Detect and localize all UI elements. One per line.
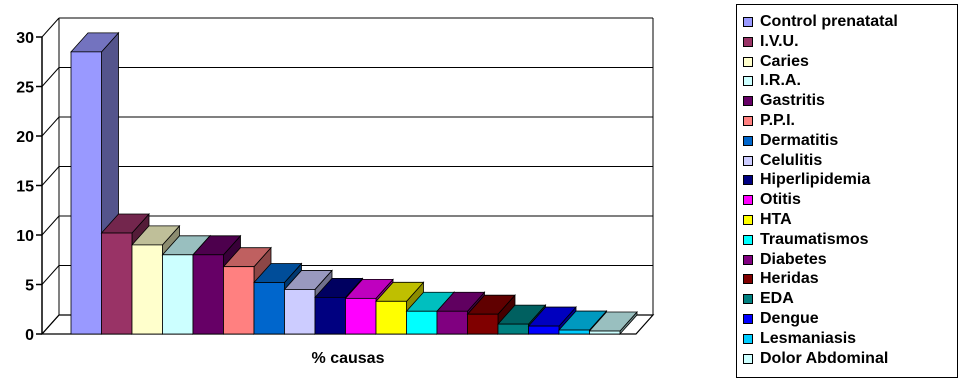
legend-swatch xyxy=(743,333,753,344)
legend-item: HTA xyxy=(743,211,792,229)
y-tick-label: 0 xyxy=(25,327,34,344)
chart-legend: Control prenatatal I.V.U. Caries I.R.A. Gast… xyxy=(736,4,958,378)
legend-swatch xyxy=(743,254,753,265)
legend-label: Lesmaniasis xyxy=(760,329,857,347)
legend-label: EDA xyxy=(760,290,794,308)
bar-control-prenatatal xyxy=(70,31,120,336)
legend-item: Caries xyxy=(743,53,809,71)
bar-front xyxy=(589,330,621,335)
gridline-wall xyxy=(41,166,60,186)
legend-swatch xyxy=(743,56,753,67)
chart-bars xyxy=(70,31,638,336)
bar-front xyxy=(497,323,529,335)
bar-front xyxy=(101,232,133,335)
legend-label: Control prenatatal xyxy=(760,13,898,30)
legend-label: P.P.I. xyxy=(760,112,795,129)
bar-front xyxy=(528,325,560,335)
legend-label: Dermatitis xyxy=(760,131,839,149)
legend-item: Dengue xyxy=(743,310,819,328)
bar-front xyxy=(223,266,255,335)
legend-swatch xyxy=(743,294,753,305)
gridline-wall xyxy=(41,67,60,87)
y-tick-label: 25 xyxy=(16,80,34,97)
legend-label: Dolor Abdominal xyxy=(760,349,889,367)
legend-swatch xyxy=(743,135,753,146)
legend-item: Dermatitis xyxy=(743,132,838,150)
bar-front xyxy=(314,296,346,335)
legend-label: Gastritis xyxy=(760,92,825,110)
legend-item: Control prenatatal xyxy=(743,13,898,31)
legend-swatch xyxy=(743,116,753,126)
bar-front xyxy=(162,254,194,335)
legend-swatch xyxy=(743,234,753,245)
legend-label: Celulitis xyxy=(760,151,823,169)
legend-item: Celulitis xyxy=(743,152,822,170)
chart-axes: 0 5 10 15 20 25 30 xyxy=(16,30,655,344)
legend-item: Otitis xyxy=(743,191,801,209)
legend-label: HTA xyxy=(760,211,792,228)
bar-front xyxy=(345,297,377,335)
bar-front xyxy=(467,313,499,335)
legend-swatch xyxy=(743,155,753,166)
bar-chart: 0 5 10 15 20 25 30 % causas xyxy=(16,17,655,367)
x-axis-label: % causas xyxy=(312,350,385,367)
legend-label: Caries xyxy=(760,52,809,70)
bar-front xyxy=(436,310,468,335)
y-tick-label: 15 xyxy=(16,179,34,196)
legend-swatch xyxy=(743,96,753,107)
y-tick-label: 20 xyxy=(16,129,34,146)
legend-label: Dengue xyxy=(760,310,819,327)
y-tick-label: 30 xyxy=(16,30,34,47)
legend-label: I.R.A. xyxy=(760,72,801,90)
gridline-wall xyxy=(41,17,60,38)
legend-swatch xyxy=(743,175,753,186)
legend-item: Gastritis xyxy=(743,92,825,110)
legend-label: Traumatismos xyxy=(760,230,869,248)
legend-item: I.V.U. xyxy=(743,33,799,51)
legend-item: EDA xyxy=(743,290,794,308)
bar-front xyxy=(192,254,224,335)
legend-swatch xyxy=(743,195,753,206)
legend-label: Hiperlipidemia xyxy=(760,171,871,189)
legend-item: Traumatismos xyxy=(743,231,868,249)
legend-item: P.P.I. xyxy=(743,112,795,130)
bar-front xyxy=(253,282,285,335)
legend-swatch xyxy=(743,314,753,324)
legend-swatch xyxy=(743,274,753,285)
y-tick-label: 10 xyxy=(16,228,34,245)
legend-item: Dolor Abdominal xyxy=(743,350,888,368)
legend-label: Heridas xyxy=(760,270,819,288)
legend-label: I.V.U. xyxy=(760,32,799,50)
y-tick-label: 5 xyxy=(25,278,34,295)
bar-front xyxy=(70,51,102,335)
legend-item: Heridas xyxy=(743,270,819,288)
legend-swatch xyxy=(743,36,753,47)
bar-front xyxy=(375,300,407,335)
legend-swatch xyxy=(743,353,753,364)
legend-item: I.R.A. xyxy=(743,72,801,90)
legend-swatch xyxy=(743,76,753,87)
legend-item: Hiperlipidemia xyxy=(743,171,870,189)
bar-front xyxy=(131,244,163,335)
legend-item: Lesmaniasis xyxy=(743,330,856,348)
gridline-wall xyxy=(41,265,60,285)
legend-label: Diabetes xyxy=(760,250,827,268)
gridline-wall xyxy=(41,215,60,236)
legend-label: Otitis xyxy=(760,191,801,209)
bar-front xyxy=(406,310,438,335)
bar-front xyxy=(284,289,316,335)
bar-dolor-abdominal xyxy=(588,310,638,336)
legend-item: Diabetes xyxy=(743,251,827,269)
legend-swatch xyxy=(743,215,753,225)
legend-swatch xyxy=(743,17,753,27)
gridline-wall xyxy=(41,116,60,137)
bar-front xyxy=(558,329,590,335)
